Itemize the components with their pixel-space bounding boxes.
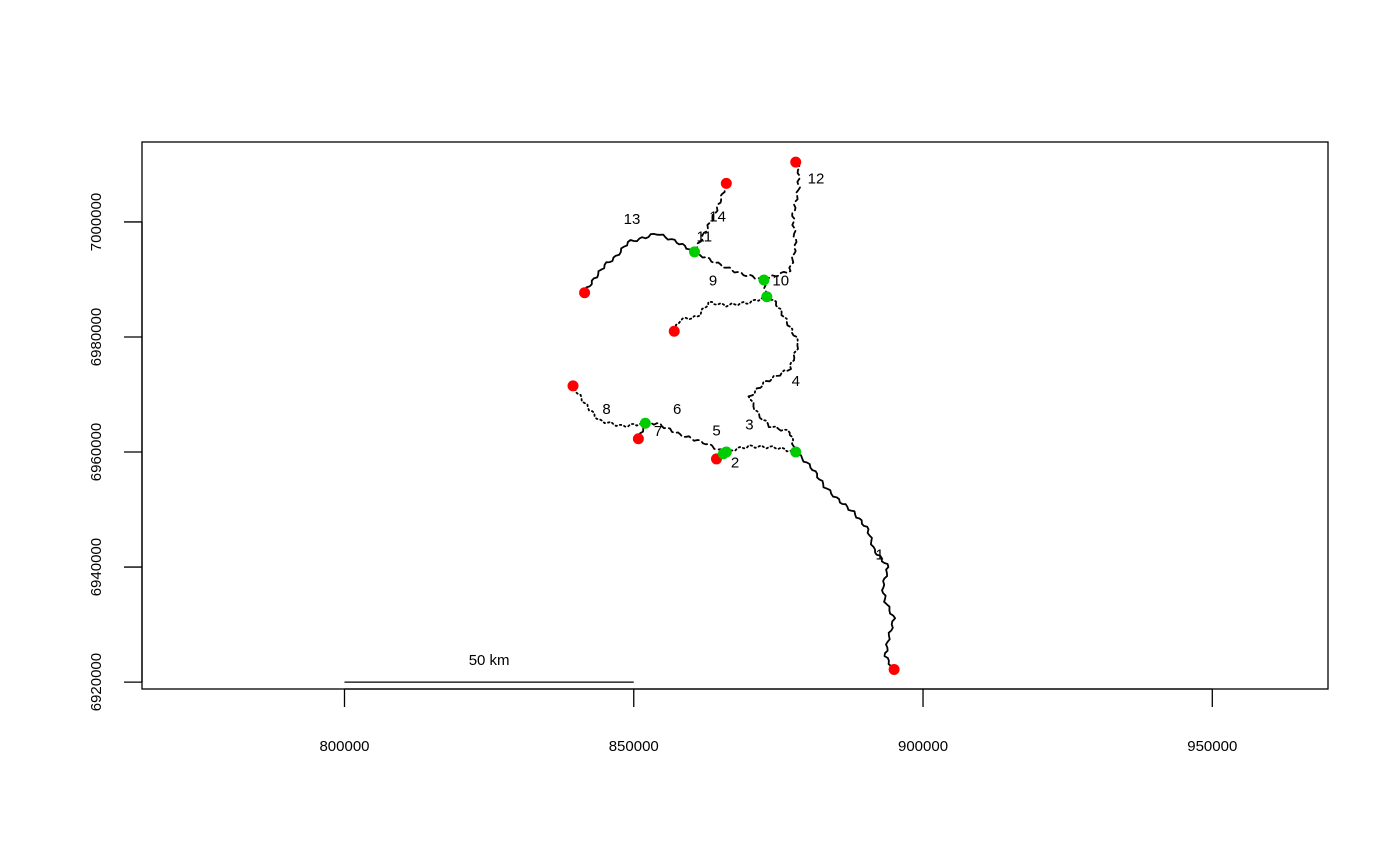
y-tick-label: 6940000	[88, 538, 105, 596]
plot-frame	[141, 141, 1329, 690]
x-tick-label: 900000	[898, 738, 948, 755]
river-segment-12	[763, 160, 801, 281]
confluence-point	[761, 291, 773, 303]
segment-label-2: 2	[731, 454, 739, 471]
river-segment-4	[747, 295, 799, 453]
river-segment-6	[644, 421, 725, 453]
outlet-point	[888, 663, 900, 675]
outlet-point	[720, 177, 732, 189]
segment-label-10: 10	[772, 273, 789, 290]
y-tick-label: 6980000	[88, 308, 105, 366]
outlet-point	[567, 380, 579, 392]
segment-label-3: 3	[745, 417, 753, 434]
segment-label-4: 4	[792, 373, 800, 390]
outlet-point	[668, 325, 680, 337]
scale-bar: 50 km	[344, 652, 634, 683]
river-segment-11	[693, 251, 765, 281]
network-nodes	[567, 156, 900, 675]
y-tick-label: 6920000	[88, 653, 105, 711]
segment-label-13: 13	[624, 211, 641, 228]
confluence-point	[758, 274, 770, 286]
confluence-point	[689, 246, 701, 258]
x-tick-label: 950000	[1187, 738, 1237, 755]
x-tick-label: 800000	[319, 738, 369, 755]
confluence-point	[790, 446, 802, 458]
segment-label-9: 9	[709, 273, 717, 290]
river-segment-9	[673, 295, 768, 333]
river-segment-8	[572, 385, 647, 428]
outlet-point	[790, 156, 802, 168]
segment-label-12: 12	[808, 170, 825, 187]
segment-label-6: 6	[673, 401, 681, 418]
river-segment-14	[693, 182, 728, 253]
confluence-point	[639, 417, 651, 429]
y-tick-label: 6960000	[88, 423, 105, 481]
x-tick-label: 850000	[609, 738, 659, 755]
outlet-point	[579, 287, 591, 299]
scale-bar-label: 50 km	[469, 652, 510, 669]
segment-label-11: 11	[697, 228, 713, 245]
river-segment-1	[794, 451, 896, 672]
y-tick-label: 7000000	[88, 193, 105, 251]
segment-label-5: 5	[712, 422, 720, 439]
river-segments	[572, 160, 896, 672]
segment-label-8: 8	[602, 401, 610, 418]
x-axis: 800000 850000 900000 950000	[319, 688, 1237, 755]
segment-label-1: 1	[875, 547, 883, 564]
segment-label-14: 14	[709, 208, 726, 225]
river-segment-13	[583, 233, 696, 294]
river-segment-3	[725, 444, 797, 453]
segment-label-7: 7	[654, 423, 662, 440]
confluence-point	[717, 448, 729, 460]
outlet-point	[632, 433, 644, 445]
y-axis: 6920000 6940000 6960000 6980000 7000000	[88, 193, 143, 711]
